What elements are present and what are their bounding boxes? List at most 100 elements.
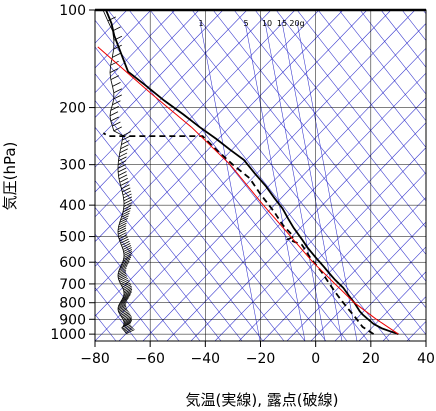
wind-barb bbox=[117, 304, 127, 310]
wind-barb bbox=[110, 106, 119, 111]
wind-barb bbox=[112, 53, 121, 58]
wind-barb-staff bbox=[121, 285, 123, 288]
wind-barb bbox=[107, 16, 116, 22]
background-lines bbox=[95, 10, 436, 341]
wind-barb bbox=[121, 260, 130, 266]
y-tick-label: 800 bbox=[59, 296, 86, 312]
wind-barb bbox=[117, 163, 127, 169]
adiabat-line bbox=[380, 10, 426, 68]
wind-barb bbox=[112, 121, 121, 127]
wind-barb bbox=[123, 319, 133, 325]
wind-barb bbox=[118, 266, 128, 271]
wind-barb bbox=[123, 247, 132, 252]
adiabat-line bbox=[317, 10, 426, 148]
wind-barb bbox=[113, 88, 123, 94]
wind-barb bbox=[122, 187, 131, 193]
wind-barb bbox=[120, 297, 129, 303]
x-axis-title: 気温(実線), 露点(破線) bbox=[186, 391, 339, 409]
wind-barb bbox=[121, 281, 130, 286]
wind-barb bbox=[118, 300, 128, 306]
wind-barb bbox=[113, 94, 122, 100]
wind-barb bbox=[118, 307, 127, 312]
adiabat-line bbox=[233, 10, 426, 255]
x-tick-label: −60 bbox=[135, 351, 165, 367]
wind-barb bbox=[122, 324, 131, 330]
wind-barb bbox=[118, 267, 127, 273]
wind-barb-staff bbox=[121, 327, 123, 330]
y-tick-label: 100 bbox=[59, 3, 86, 19]
wind-barb bbox=[121, 240, 130, 246]
wind-barb bbox=[118, 308, 128, 314]
wind-barb bbox=[117, 272, 127, 278]
x-tick-label: −20 bbox=[246, 351, 276, 367]
wind-barb-staff bbox=[112, 125, 115, 131]
adiabat-line bbox=[422, 10, 426, 15]
wind-barb bbox=[117, 227, 127, 233]
wind-barb bbox=[118, 234, 128, 240]
wind-barb-staff bbox=[110, 104, 113, 111]
mixing-ratio-label: 5 bbox=[243, 19, 248, 28]
mixing-ratio-line bbox=[264, 21, 326, 341]
wind-barb bbox=[120, 238, 129, 244]
isotherm-line bbox=[431, 10, 436, 341]
isotherm-line bbox=[238, 147, 426, 341]
wind-barb bbox=[122, 284, 132, 290]
wind-barb-staff bbox=[109, 72, 112, 80]
isotherm-line bbox=[286, 196, 426, 341]
wind-barb bbox=[109, 111, 119, 117]
wind-barb-staff bbox=[119, 182, 121, 186]
y-tick-label: 500 bbox=[59, 230, 86, 246]
isotherm-line bbox=[358, 271, 426, 341]
wind-barb bbox=[123, 202, 133, 207]
adiabat-line bbox=[95, 19, 348, 341]
wind-barb-staff bbox=[112, 98, 115, 105]
wind-barb-staff bbox=[121, 140, 123, 145]
wind-barb bbox=[122, 245, 132, 250]
adiabat-line bbox=[338, 10, 426, 122]
adiabat-line bbox=[95, 153, 243, 341]
adiabat-line bbox=[191, 10, 426, 309]
temperature-line bbox=[105, 10, 399, 335]
wind-barb bbox=[118, 301, 127, 307]
adiabat-line bbox=[95, 73, 306, 341]
wind-barb bbox=[120, 215, 129, 221]
isotherm-line bbox=[95, 10, 320, 243]
wind-barb bbox=[121, 312, 130, 318]
wind-barb bbox=[118, 232, 127, 237]
wind-barb-staff bbox=[119, 313, 121, 316]
wind-barb-staff bbox=[118, 152, 121, 158]
wind-barb-staff bbox=[113, 130, 124, 136]
wind-barb bbox=[110, 116, 119, 122]
wind-barb bbox=[124, 326, 133, 332]
wind-barb-staff bbox=[120, 185, 122, 189]
wind-barb bbox=[118, 152, 128, 158]
isotherm-line bbox=[310, 221, 426, 341]
isotherm-line bbox=[406, 320, 426, 341]
adiabat-line bbox=[95, 99, 285, 341]
reference-line bbox=[97, 46, 399, 335]
wind-barb-staff bbox=[110, 57, 113, 66]
wind-barb bbox=[118, 274, 127, 280]
series-layer bbox=[97, 10, 399, 335]
wind-barb bbox=[120, 144, 129, 150]
wind-barb-staff bbox=[122, 328, 124, 331]
wind-barb-staff bbox=[111, 49, 115, 58]
isotherm-line bbox=[334, 246, 426, 341]
y-tick-label: 700 bbox=[59, 277, 86, 293]
wind-barb-staff bbox=[120, 144, 122, 149]
isotherm-line bbox=[95, 10, 296, 218]
wind-barb bbox=[119, 217, 128, 223]
wind-barb bbox=[119, 299, 128, 304]
x-tick-label: −40 bbox=[191, 351, 221, 367]
adiabat-line bbox=[95, 126, 264, 341]
wind-barb bbox=[120, 311, 129, 316]
wind-barb bbox=[122, 243, 131, 248]
wind-barb-staff bbox=[118, 178, 121, 183]
wind-barb-staff bbox=[110, 120, 113, 127]
wind-barb bbox=[118, 171, 127, 176]
adiabat-line bbox=[212, 10, 426, 282]
wind-barb bbox=[109, 68, 119, 73]
y-tick-label: 200 bbox=[59, 101, 86, 117]
y-tick-label: 1000 bbox=[50, 327, 86, 343]
wind-barb bbox=[123, 291, 132, 297]
